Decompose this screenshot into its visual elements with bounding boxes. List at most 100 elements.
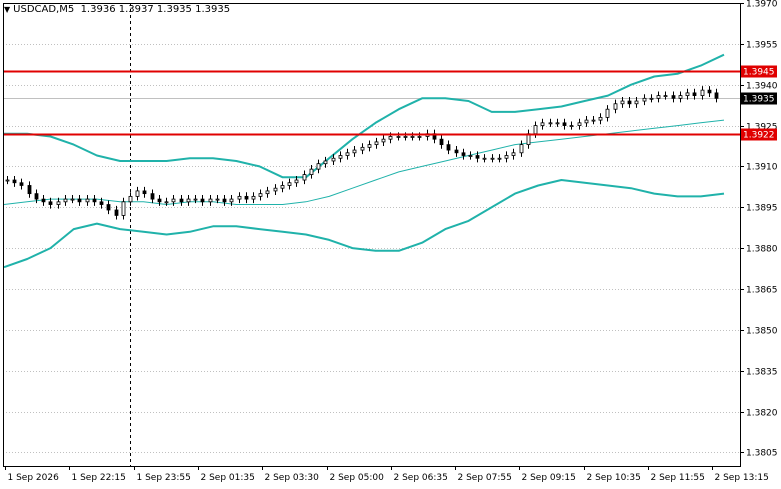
candle-body xyxy=(208,198,213,203)
candle-body xyxy=(150,193,155,200)
candle-body xyxy=(439,138,444,146)
y-tick-label: 1.3865 xyxy=(746,286,778,296)
candle-body xyxy=(620,100,625,105)
x-tick-label: 1 Sep 22:15 xyxy=(72,473,126,483)
candle-body xyxy=(128,195,133,203)
x-tick-label: 1 Sep 2026 xyxy=(8,473,60,483)
candle-body xyxy=(569,125,574,127)
candle-body xyxy=(482,157,487,160)
y-tick-label: 1.3835 xyxy=(746,368,778,378)
bid-price-label: 1.3935 xyxy=(743,95,775,105)
bid-price-label-bg xyxy=(741,92,777,105)
level-price-label: 1.3922 xyxy=(743,131,775,141)
candle-body xyxy=(56,201,61,205)
y-tick-label: 1.3940 xyxy=(746,82,778,92)
candle-body xyxy=(678,95,683,99)
candle-body xyxy=(34,193,39,200)
candle-body xyxy=(548,122,553,125)
level-price-label-bg xyxy=(741,128,777,141)
candle-body xyxy=(237,195,242,200)
symbol-ohlc-text: USDCAD,M5 1.3936 1.3937 1.3935 1.3935 xyxy=(13,4,231,15)
candle-body xyxy=(627,100,632,105)
candle-body xyxy=(367,144,372,148)
candle-body xyxy=(446,144,451,151)
candle-body xyxy=(5,179,10,182)
candle-body xyxy=(533,125,538,135)
candle-body xyxy=(316,163,321,170)
x-tick-label: 2 Sep 01:35 xyxy=(201,473,255,483)
candle-body xyxy=(598,116,603,121)
x-tick-label: 2 Sep 13:15 xyxy=(715,473,769,483)
y-tick-label: 1.3850 xyxy=(746,327,778,337)
candle-body xyxy=(656,95,661,99)
x-tick-label: 2 Sep 11:55 xyxy=(651,473,705,483)
candle-body xyxy=(244,195,249,200)
candle-body xyxy=(403,136,408,138)
candle-body xyxy=(410,136,415,138)
candle-body xyxy=(280,185,285,189)
candle-body xyxy=(490,157,495,160)
y-tick-label: 1.3880 xyxy=(746,245,778,255)
candle-body xyxy=(692,92,697,97)
candle-body xyxy=(374,141,379,146)
bollinger-upper-band xyxy=(4,53,725,179)
candle-body xyxy=(642,97,647,102)
candle-body xyxy=(186,198,191,203)
bollinger-lower-band xyxy=(3,179,725,269)
candle-body xyxy=(475,155,480,159)
candle-body xyxy=(273,187,278,192)
candle-body xyxy=(19,182,24,186)
y-tick-label: 1.3925 xyxy=(746,123,778,133)
candle-body xyxy=(338,155,343,159)
candle-body xyxy=(258,193,263,197)
candle-body xyxy=(92,198,97,203)
candle-body xyxy=(511,152,516,156)
x-tick-label: 1 Sep 23:55 xyxy=(137,473,191,483)
candle-body xyxy=(381,138,386,143)
candle-body xyxy=(584,119,589,124)
x-tick-label: 2 Sep 09:15 xyxy=(522,473,576,483)
plot-frame xyxy=(3,3,741,467)
candle-body xyxy=(251,195,256,200)
candle-body xyxy=(27,185,32,195)
candle-body xyxy=(634,100,639,105)
candle-body xyxy=(562,122,567,126)
triangle-down-icon[interactable]: ▼ xyxy=(4,5,11,14)
candle-body xyxy=(48,201,53,205)
candle-body xyxy=(519,144,524,154)
candle-body xyxy=(605,108,610,118)
candle-body xyxy=(714,92,719,99)
candle-body xyxy=(229,198,234,203)
candle-body xyxy=(388,136,393,140)
candle-body xyxy=(323,160,328,165)
y-tick-label: 1.3820 xyxy=(746,409,778,419)
x-tick-label: 2 Sep 07:55 xyxy=(458,473,512,483)
candle-body xyxy=(331,157,336,162)
candle-body xyxy=(504,155,509,159)
candle-body xyxy=(591,119,596,122)
x-tick-label: 2 Sep 06:35 xyxy=(394,473,448,483)
candle-body xyxy=(85,198,90,203)
x-tick-label: 2 Sep 03:30 xyxy=(265,473,320,483)
candle-body xyxy=(294,179,299,184)
candle-body xyxy=(63,198,68,203)
candle-body xyxy=(164,201,169,204)
candle-body xyxy=(106,204,111,211)
y-tick-label: 1.3970 xyxy=(746,0,778,10)
candle-body xyxy=(360,146,365,151)
candle-body xyxy=(179,198,184,203)
candle-body xyxy=(461,152,466,156)
candle-body xyxy=(454,149,459,154)
candle-body xyxy=(707,89,712,94)
y-tick-label: 1.3895 xyxy=(746,204,778,214)
candle-body xyxy=(121,201,126,216)
candle-body xyxy=(215,198,220,201)
candle-body xyxy=(70,198,75,201)
candle-body xyxy=(345,152,350,156)
candle-body xyxy=(12,179,17,184)
candle-body xyxy=(671,95,676,99)
chart-header: ▼ USDCAD,M5 1.3936 1.3937 1.3935 1.3935 xyxy=(4,4,230,15)
candle-body xyxy=(663,95,668,97)
